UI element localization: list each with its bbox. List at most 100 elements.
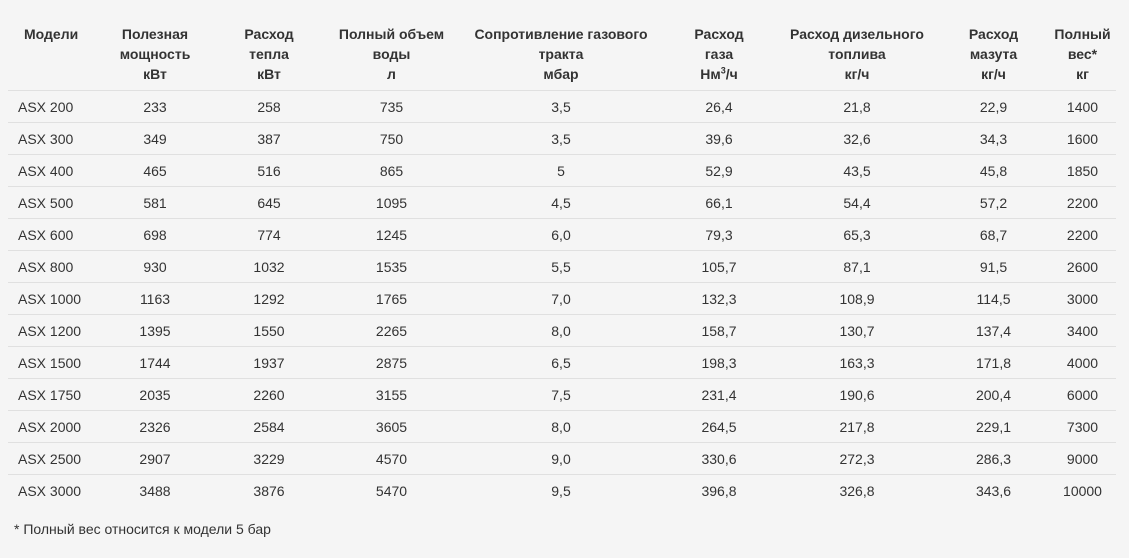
cell-total-weight: 2200	[1049, 186, 1116, 219]
cell-gas-consumption: 198,3	[662, 346, 776, 379]
cell-total-weight: 4000	[1049, 346, 1116, 379]
table-row: ASX 800 930 1032 1535 5,5 105,7 87,1 91,5 2600	[8, 250, 1116, 283]
table-row: ASX 1750 2035 2260 3155 7,5 231,4 190,6 200,4 60…	[8, 378, 1116, 411]
cell-model: ASX 1200	[8, 314, 95, 347]
header-heat-consumption: Расход тепла кВт	[215, 20, 323, 91]
cell-useful-power: 1163	[95, 282, 215, 315]
cell-diesel-consumption: 43,5	[776, 154, 938, 187]
cell-heat-consumption: 774	[215, 218, 323, 251]
cell-diesel-consumption: 54,4	[776, 186, 938, 219]
cell-model: ASX 1000	[8, 282, 95, 315]
cell-useful-power: 2907	[95, 442, 215, 475]
specs-table: Модели Полезная мощность кВт Расход тепл…	[8, 20, 1116, 506]
cell-model: ASX 600	[8, 218, 95, 251]
cell-gas-resistance: 5	[460, 154, 662, 187]
cell-heat-consumption: 516	[215, 154, 323, 187]
cell-heat-consumption: 3229	[215, 442, 323, 475]
cell-useful-power: 1395	[95, 314, 215, 347]
cell-model: ASX 3000	[18, 482, 82, 499]
table-row: ASX 400 465 516 865 5 52,9 43,5 45,8 1850	[8, 154, 1116, 187]
cell-gas-consumption: 396,8	[701, 482, 737, 499]
cell-useful-power: 465	[95, 154, 215, 187]
table-row: ASX 3000 3488 3876 5470 9,5 396,8 326,8 343,6 10…	[8, 475, 1116, 507]
cell-total-weight: 2600	[1049, 250, 1116, 283]
cell-useful-power: 233	[95, 90, 215, 123]
cell-model: ASX 800	[8, 250, 95, 283]
cell-model: ASX 1500	[8, 346, 95, 379]
cell-water-volume: 735	[323, 90, 460, 123]
cell-gas-resistance: 8,0	[460, 314, 662, 347]
cell-gas-consumption: 330,6	[662, 442, 776, 475]
cell-heat-consumption: 2260	[215, 378, 323, 411]
cell-gas-resistance: 9,0	[460, 442, 662, 475]
cell-water-volume: 2875	[323, 346, 460, 379]
cell-gas-consumption: 79,3	[662, 218, 776, 251]
cell-diesel-consumption: 32,6	[776, 122, 938, 155]
cell-water-volume: 750	[323, 122, 460, 155]
cell-gas-resistance: 3,5	[460, 122, 662, 155]
header-fuel-oil-consumption: Расход мазута кг/ч	[938, 20, 1049, 91]
cell-gas-resistance: 7,0	[460, 282, 662, 315]
cell-total-weight: 9000	[1049, 442, 1116, 475]
cell-fuel-oil-consumption: 91,5	[938, 250, 1049, 283]
cell-water-volume: 5470	[375, 482, 408, 499]
table-row: ASX 600 698 774 1245 6,0 79,3 65,3 68,7 2200	[8, 218, 1116, 251]
cell-model: ASX 2500	[8, 442, 95, 475]
cell-diesel-consumption: 217,8	[776, 410, 938, 443]
cell-useful-power: 930	[95, 250, 215, 283]
cell-diesel-consumption: 190,6	[776, 378, 938, 411]
cell-model: ASX 500	[8, 186, 95, 219]
cell-total-weight: 1400	[1049, 90, 1116, 123]
specs-table-container: Модели Полезная мощность кВт Расход тепл…	[8, 20, 1116, 506]
cell-diesel-consumption: 130,7	[776, 314, 938, 347]
table-row: ASX 1200 1395 1550 2265 8,0 158,7 130,7 137,4 34…	[8, 314, 1116, 347]
cell-diesel-consumption: 272,3	[776, 442, 938, 475]
cell-fuel-oil-consumption: 68,7	[938, 218, 1049, 251]
cell-total-weight: 3400	[1049, 314, 1116, 347]
cell-model: ASX 200	[8, 90, 95, 123]
cell-gas-consumption: 231,4	[662, 378, 776, 411]
table-row: ASX 1500 1744 1937 2875 6,5 198,3 163,3 171,8 40…	[8, 346, 1116, 379]
cell-water-volume: 1095	[323, 186, 460, 219]
cell-total-weight: 6000	[1049, 378, 1116, 411]
cell-gas-resistance: 9,5	[551, 482, 571, 499]
cell-total-weight: 2200	[1049, 218, 1116, 251]
cell-water-volume: 3605	[323, 410, 460, 443]
table-body: ASX 200 233 258 735 3,5 26,4 21,8 22,9 1400 ASX 3…	[8, 90, 1116, 507]
footnote: * Полный вес относится к модели 5 бар	[14, 521, 271, 537]
table-header: Модели Полезная мощность кВт Расход тепл…	[8, 20, 1116, 91]
cell-total-weight: 1850	[1049, 154, 1116, 187]
cell-fuel-oil-consumption: 171,8	[938, 346, 1049, 379]
cell-useful-power: 581	[95, 186, 215, 219]
table-row: ASX 200 233 258 735 3,5 26,4 21,8 22,9 1400	[8, 90, 1116, 123]
cell-diesel-consumption: 21,8	[776, 90, 938, 123]
cell-model: ASX 1750	[8, 378, 95, 411]
table-row: ASX 2000 2326 2584 3605 8,0 264,5 217,8 229,1 73…	[8, 410, 1116, 443]
cell-heat-consumption: 2584	[215, 410, 323, 443]
cell-useful-power: 3488	[139, 482, 171, 499]
cell-fuel-oil-consumption: 57,2	[938, 186, 1049, 219]
cell-useful-power: 2035	[95, 378, 215, 411]
cell-fuel-oil-consumption: 22,9	[938, 90, 1049, 123]
cell-fuel-oil-consumption: 114,5	[938, 282, 1049, 315]
cell-gas-resistance: 5,5	[460, 250, 662, 283]
header-useful-power: Полезная мощность кВт	[95, 20, 215, 91]
cell-total-weight: 7300	[1049, 410, 1116, 443]
cell-fuel-oil-consumption: 229,1	[938, 410, 1049, 443]
cell-diesel-consumption: 163,3	[776, 346, 938, 379]
cell-total-weight: 10000	[1063, 482, 1102, 499]
cell-model: ASX 2000	[8, 410, 95, 443]
cell-gas-resistance: 4,5	[460, 186, 662, 219]
cell-gas-resistance: 6,0	[460, 218, 662, 251]
cell-total-weight: 1600	[1049, 122, 1116, 155]
cell-gas-consumption: 132,3	[662, 282, 776, 315]
cell-gas-resistance: 6,5	[460, 346, 662, 379]
cell-heat-consumption: 387	[215, 122, 323, 155]
cell-fuel-oil-consumption: 137,4	[938, 314, 1049, 347]
table-row: ASX 500 581 645 1095 4,5 66,1 54,4 57,2 2200	[8, 186, 1116, 219]
cell-useful-power: 698	[95, 218, 215, 251]
cell-water-volume: 1765	[323, 282, 460, 315]
cell-gas-consumption: 66,1	[662, 186, 776, 219]
cell-total-weight: 3000	[1049, 282, 1116, 315]
cell-fuel-oil-consumption: 200,4	[938, 378, 1049, 411]
